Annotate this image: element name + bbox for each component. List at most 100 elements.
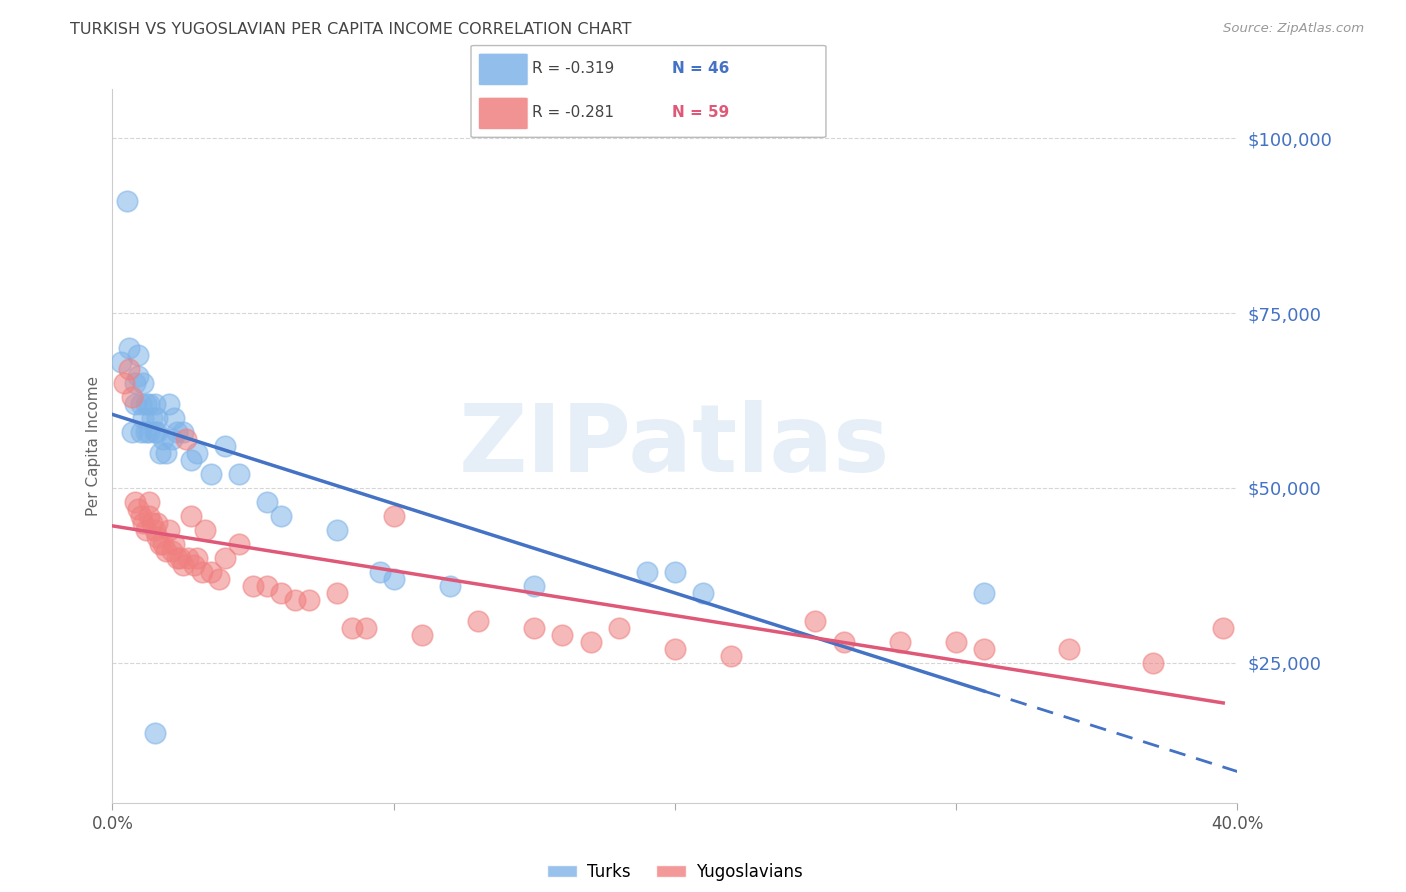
Point [110, 355, 132, 369]
Point [832, 635, 855, 649]
Point [118, 341, 141, 355]
Point [720, 648, 742, 663]
Point [143, 397, 166, 411]
Point [579, 635, 602, 649]
Point [692, 586, 714, 600]
Point [160, 544, 183, 558]
Point [186, 550, 208, 565]
Point [143, 523, 166, 537]
Text: R = -0.319: R = -0.319 [531, 62, 614, 77]
Point [152, 537, 174, 551]
Point [354, 621, 377, 635]
Point [382, 572, 405, 586]
Point [146, 530, 169, 544]
Point [138, 425, 160, 439]
Text: R = -0.281: R = -0.281 [531, 105, 614, 120]
Point [256, 495, 278, 509]
Point [208, 572, 231, 586]
Point [200, 565, 222, 579]
FancyBboxPatch shape [478, 53, 529, 86]
Point [1212, 621, 1234, 635]
Point [270, 586, 292, 600]
Point [146, 425, 169, 439]
Point [804, 614, 827, 628]
Point [551, 628, 574, 642]
Point [152, 432, 174, 446]
Point [112, 376, 135, 390]
Point [135, 523, 157, 537]
Text: ZIPatlas: ZIPatlas [460, 400, 890, 492]
Legend: Turks, Yugoslavians: Turks, Yugoslavians [540, 856, 810, 888]
Point [200, 467, 222, 481]
Point [157, 397, 180, 411]
Point [194, 523, 217, 537]
Point [163, 537, 186, 551]
Point [368, 565, 391, 579]
Point [149, 446, 172, 460]
Text: TURKISH VS YUGOSLAVIAN PER CAPITA INCOME CORRELATION CHART: TURKISH VS YUGOSLAVIAN PER CAPITA INCOME… [70, 22, 631, 37]
FancyBboxPatch shape [471, 45, 825, 137]
Point [183, 558, 205, 572]
Point [132, 516, 155, 530]
Point [143, 425, 166, 439]
Point [889, 635, 911, 649]
Point [326, 586, 349, 600]
Point [146, 411, 169, 425]
Point [523, 621, 546, 635]
Point [135, 425, 157, 439]
Point [129, 425, 152, 439]
Point [172, 558, 194, 572]
Point [124, 397, 146, 411]
Point [135, 397, 157, 411]
Point [228, 537, 250, 551]
Point [141, 411, 163, 425]
Point [523, 579, 546, 593]
Point [124, 495, 146, 509]
Point [636, 565, 658, 579]
Point [382, 508, 405, 523]
Point [270, 508, 292, 523]
Point [129, 397, 152, 411]
Point [180, 508, 202, 523]
Point [191, 565, 214, 579]
Point [439, 579, 461, 593]
Point [177, 550, 200, 565]
Point [326, 523, 349, 537]
Point [166, 550, 188, 565]
Point [1057, 641, 1080, 656]
Point [973, 586, 995, 600]
Point [172, 425, 194, 439]
Point [124, 376, 146, 390]
Point [129, 508, 152, 523]
Point [146, 516, 169, 530]
Point [607, 621, 630, 635]
Point [973, 641, 995, 656]
Point [174, 432, 197, 446]
Point [467, 614, 489, 628]
Point [141, 516, 163, 530]
Point [284, 593, 307, 607]
Point [155, 446, 177, 460]
Point [340, 621, 363, 635]
Point [411, 628, 433, 642]
Point [157, 523, 180, 537]
Point [1142, 656, 1164, 670]
Point [115, 194, 138, 208]
Point [138, 508, 160, 523]
Text: Source: ZipAtlas.com: Source: ZipAtlas.com [1223, 22, 1364, 36]
Text: N = 46: N = 46 [672, 62, 730, 77]
Point [127, 369, 149, 384]
Point [118, 362, 141, 376]
Point [186, 446, 208, 460]
Point [163, 411, 186, 425]
Point [155, 544, 177, 558]
Point [242, 579, 264, 593]
Point [138, 397, 160, 411]
Point [228, 467, 250, 481]
Point [166, 425, 188, 439]
Point [138, 495, 160, 509]
FancyBboxPatch shape [478, 97, 529, 130]
Point [132, 376, 155, 390]
Point [127, 502, 149, 516]
Point [214, 550, 236, 565]
